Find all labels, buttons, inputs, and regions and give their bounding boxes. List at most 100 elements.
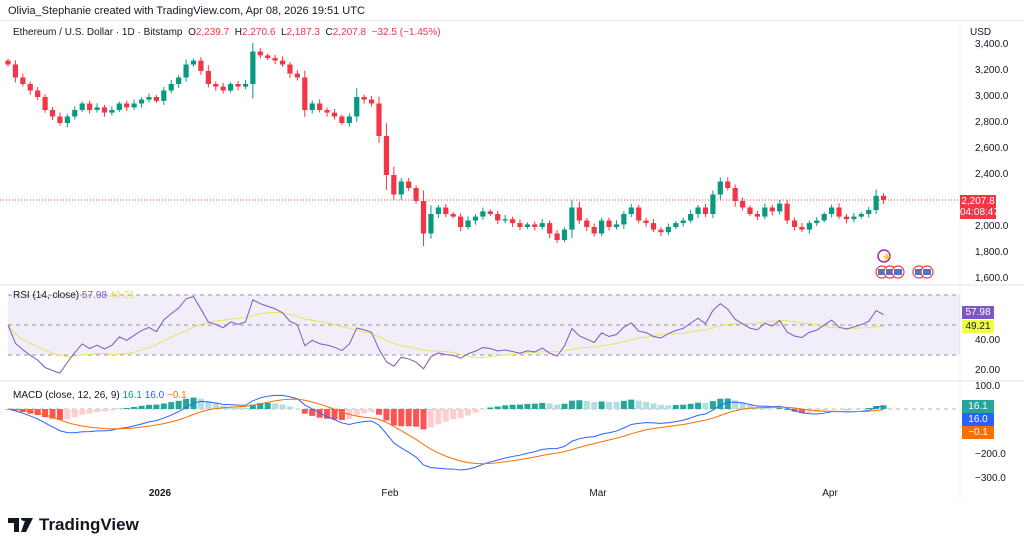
macd-histogram-bar — [301, 409, 308, 414]
tradingview-logo-icon — [8, 518, 33, 532]
last-price-tag: 2,207.8 04:08:47 — [960, 195, 999, 219]
macd-histogram-bar — [695, 402, 702, 409]
rsi-legend[interactable]: RSI (14, close) 57.98 49.21 — [13, 290, 135, 301]
macd-histogram-bar — [724, 398, 731, 409]
close-label: C — [325, 27, 333, 38]
rsi-value: 57.98 — [81, 290, 107, 301]
candle-up — [821, 214, 827, 221]
open-value: 2,239.7 — [195, 27, 230, 38]
us-flag-event-icon — [878, 269, 886, 275]
macd-histogram-bar — [264, 402, 271, 409]
x-tick-feb: Feb — [381, 488, 399, 499]
tradingview-logo-text: TradingView — [39, 515, 139, 534]
candle-up — [502, 219, 508, 221]
price-tick: 3,200.0 — [975, 65, 1009, 76]
us-flag-event-icon — [923, 269, 931, 275]
macd-histogram-bar — [249, 404, 256, 409]
rsi-line — [7, 295, 884, 374]
candle-down — [554, 233, 560, 240]
candle-down — [443, 207, 449, 214]
candle-up — [398, 181, 404, 195]
low-value: 2,187.3 — [286, 27, 320, 38]
macd-histogram-bar — [227, 406, 234, 409]
macd-legend[interactable]: MACD (close, 12, 26, 9) 16.1 16.0 −0.1 — [13, 390, 187, 401]
macd-axis-neg200: −200.0 — [975, 449, 1006, 460]
chart-area[interactable] — [0, 20, 1024, 500]
candle-down — [836, 207, 842, 217]
candle-up — [168, 84, 174, 91]
macd-tag: 16.0 — [962, 413, 994, 426]
candle-down — [57, 116, 63, 123]
macd-histogram-bar — [205, 401, 212, 409]
macd-histogram-bar — [101, 409, 108, 412]
macd-histogram-bar — [390, 409, 397, 426]
candle-down — [509, 219, 516, 224]
candle-down — [420, 201, 427, 234]
macd-histogram-bar — [821, 409, 828, 411]
candle-up — [524, 224, 530, 227]
candle-down — [35, 90, 41, 97]
candle-up — [138, 99, 145, 104]
candle-down — [361, 97, 367, 100]
candle-down — [413, 188, 419, 201]
macd-histogram-bar — [509, 404, 516, 409]
candle-up — [599, 220, 605, 234]
candle-down — [532, 224, 538, 227]
macd-histogram-bar — [86, 409, 93, 414]
bar-countdown: 04:08:47 — [960, 207, 999, 218]
high-label: H — [234, 27, 243, 38]
candle-down — [331, 112, 338, 117]
macd-histogram-bar — [687, 403, 694, 409]
candle-up — [717, 181, 723, 195]
candle-up — [680, 220, 686, 224]
price-tick: 2,400.0 — [975, 169, 1009, 180]
candle-up — [465, 220, 471, 227]
candle-up — [116, 103, 122, 110]
macd-histogram-bar — [71, 409, 78, 418]
macd-histogram-bar — [279, 404, 286, 409]
macd-histogram-bar — [212, 403, 219, 409]
macd-histogram-bar — [79, 409, 86, 415]
candle-down — [643, 220, 649, 224]
candle-up — [242, 84, 249, 87]
macd-histogram-bar — [739, 402, 746, 409]
candle-up — [72, 110, 78, 117]
us-flag-event-icon — [894, 269, 902, 275]
macd-histogram-bar — [680, 404, 687, 409]
x-tick-2026: 2026 — [148, 488, 172, 499]
candle-up — [866, 210, 872, 214]
macd-histogram-bar — [776, 408, 783, 409]
candle-up — [228, 84, 234, 91]
candle-up — [829, 207, 835, 214]
candle-down — [213, 84, 219, 87]
candle-up — [435, 207, 441, 214]
candle-up — [814, 220, 820, 224]
price-tick: 3,400.0 — [975, 39, 1009, 50]
currency-label[interactable]: USD — [970, 27, 992, 38]
candle-up — [673, 223, 679, 227]
macd-signal-value: −0.1 — [167, 390, 187, 401]
macd-histogram-bar — [650, 403, 657, 409]
rsi-ma-line — [7, 311, 884, 359]
macd-title: MACD (close, 12, 26, 9) — [13, 390, 120, 401]
macd-histogram-bar — [784, 409, 791, 410]
macd-histogram-bar — [413, 409, 420, 427]
us-flag-event-icon — [886, 269, 894, 275]
candle-down — [302, 77, 308, 110]
macd-histogram-bar — [798, 409, 805, 413]
symbol-name[interactable]: Ethereum / U.S. Dollar · 1D · Bitstamp — [13, 27, 183, 38]
x-tick-mar: Mar — [589, 488, 607, 499]
candle-down — [5, 60, 11, 65]
tradingview-logo[interactable]: TradingView — [8, 515, 139, 535]
macd-histogram-bar — [657, 404, 664, 409]
candle-up — [131, 103, 137, 108]
macd-histogram-bar — [168, 402, 175, 409]
candle-up — [354, 97, 360, 117]
change-value: −32.5 (−1.45%) — [371, 27, 441, 38]
macd-histogram-bar — [235, 407, 242, 409]
macd-histogram-bar — [442, 409, 449, 422]
macd-hist-value: 16.1 — [122, 390, 142, 401]
candle-up — [176, 77, 182, 84]
macd-histogram-bar — [546, 403, 553, 409]
